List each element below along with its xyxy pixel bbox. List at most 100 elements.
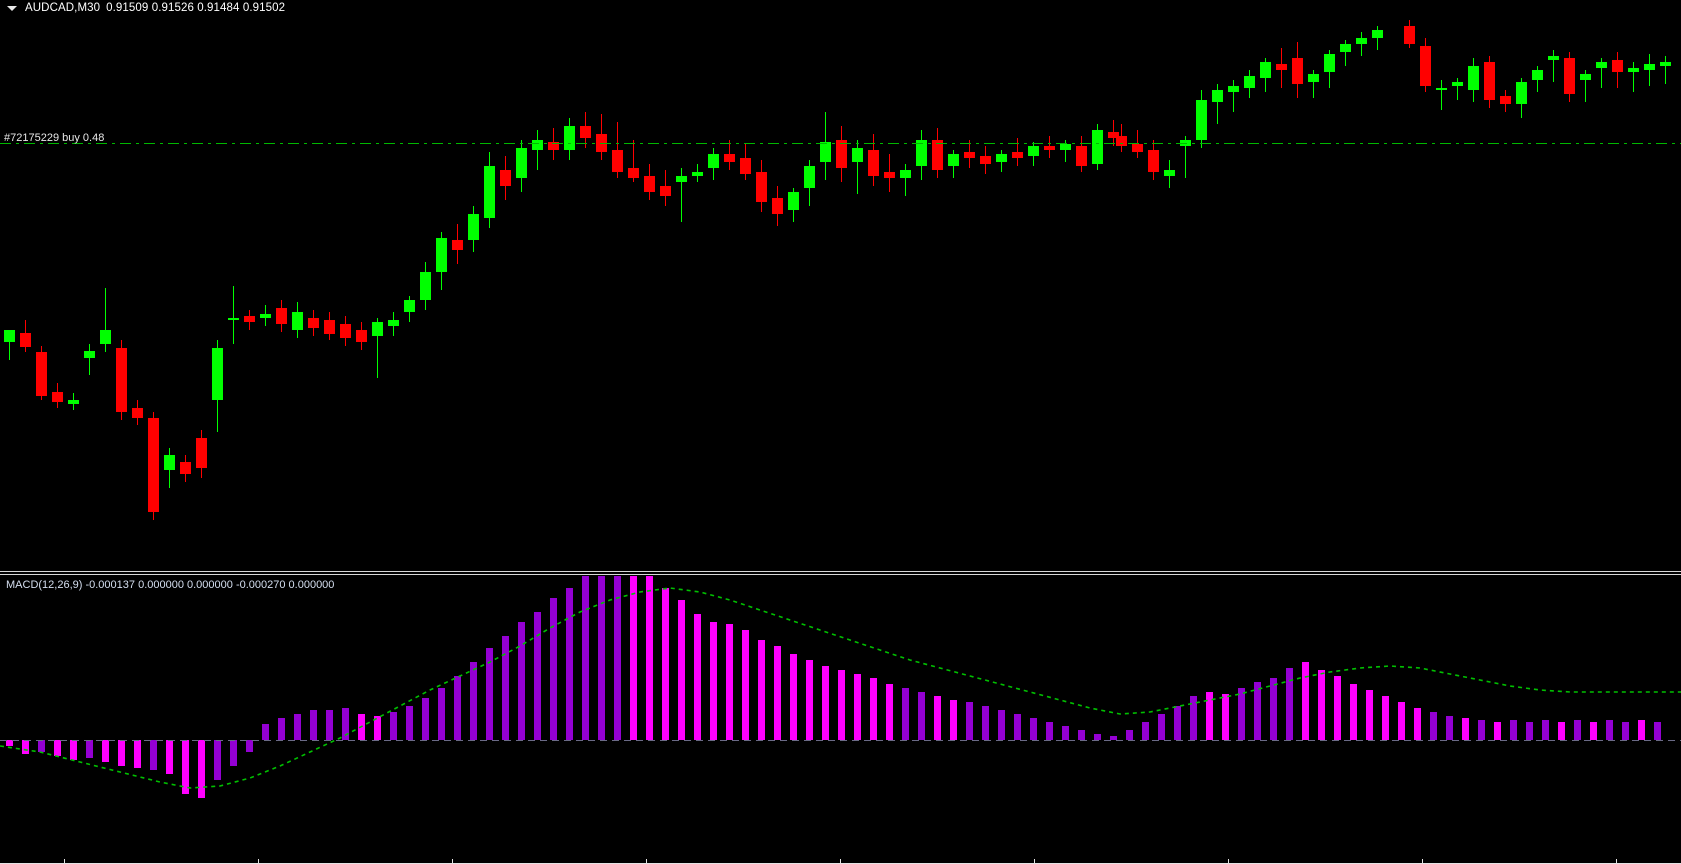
time-axis-tick (452, 859, 453, 863)
macd-histogram-bar (1094, 734, 1101, 740)
macd-histogram-bar (742, 630, 749, 740)
macd-histogram-bar (1638, 720, 1645, 740)
price-chart-pane[interactable]: #72175229 buy 0.48 AUDCAD,M30 0.91509 0.… (0, 0, 1681, 572)
macd-histogram-bar (1270, 678, 1277, 740)
candle-body (52, 392, 63, 402)
triangle-down-icon[interactable] (7, 5, 17, 11)
candle-body (1228, 86, 1239, 92)
macd-indicator-pane[interactable]: MACD(12,26,9) -0.000137 0.000000 0.00000… (0, 576, 1681, 864)
candle-wick (1601, 58, 1602, 88)
macd-histogram-bar (1238, 688, 1245, 740)
candle-wick (857, 140, 858, 194)
candle-body (1260, 62, 1271, 78)
candle-body (580, 126, 591, 138)
macd-histogram-bar (118, 740, 125, 766)
candle-body (1092, 130, 1103, 164)
candle-body (500, 170, 511, 186)
time-axis-tick (1616, 859, 1617, 863)
candle-body (1044, 146, 1055, 150)
candle-wick (633, 140, 634, 182)
macd-histogram-bar (998, 710, 1005, 740)
candle-body (868, 150, 879, 176)
macd-histogram-bar (534, 612, 541, 740)
candle-body (612, 150, 623, 172)
candle-body (692, 172, 703, 176)
candle-body (948, 154, 959, 166)
macd-histogram-bar (374, 716, 381, 740)
candle-body (548, 142, 559, 150)
candle-body (484, 166, 495, 218)
macd-histogram-bar (1382, 696, 1389, 740)
candle-wick (537, 130, 538, 170)
candle-body (1484, 62, 1495, 100)
time-axis-tick (840, 859, 841, 863)
time-axis-tick (646, 859, 647, 863)
candle-body (1516, 82, 1527, 104)
candle-body (1196, 100, 1207, 140)
candle-body (1372, 30, 1383, 38)
macd-histogram-bar (1318, 670, 1325, 740)
candle-body (1148, 150, 1159, 172)
macd-histogram-bar (678, 600, 685, 740)
candle-body (468, 214, 479, 240)
candle-body (740, 158, 751, 174)
time-axis-tick (258, 859, 259, 863)
macd-histogram-bar (262, 724, 269, 740)
macd-histogram-bar (470, 662, 477, 740)
candle-body (212, 348, 223, 400)
candle-body (1628, 68, 1639, 72)
macd-histogram-bar (22, 740, 29, 754)
candle-body (164, 455, 175, 470)
macd-histogram-bar (1398, 702, 1405, 740)
macd-histogram-bar (550, 598, 557, 740)
macd-pane-header: MACD(12,26,9) -0.000137 0.000000 0.00000… (2, 577, 338, 593)
candle-body (916, 140, 927, 166)
candle-wick (1217, 84, 1218, 124)
candle-body (420, 272, 431, 300)
candle-body (628, 168, 639, 178)
candle-body (36, 352, 47, 396)
macd-histogram-bar (902, 688, 909, 740)
candle-wick (1313, 70, 1314, 98)
pane-divider-top[interactable] (0, 571, 1681, 572)
price-pane-header: AUDCAD,M30 0.91509 0.91526 0.91484 0.915… (0, 0, 289, 16)
candle-wick (1457, 78, 1458, 100)
macd-histogram-bar (150, 740, 157, 770)
candle-body (1244, 76, 1255, 88)
macd-histogram-bar (1462, 718, 1469, 740)
order-line[interactable] (0, 143, 1681, 144)
candle-body (100, 330, 111, 344)
candle-body (1356, 38, 1367, 44)
macd-histogram-bar (646, 576, 653, 740)
macd-histogram-bar (86, 740, 93, 758)
macd-histogram-bar (1590, 722, 1597, 740)
candle-body (1596, 62, 1607, 68)
candle-body (900, 170, 911, 178)
candle-wick (905, 164, 906, 196)
candle-body (292, 312, 303, 330)
candle-wick (1649, 54, 1650, 86)
macd-histogram-bar (38, 740, 45, 752)
macd-histogram-bar (1654, 722, 1661, 740)
macd-histogram-bar (342, 708, 349, 740)
candle-body (708, 154, 719, 168)
macd-histogram-bar (70, 740, 77, 760)
macd-histogram-bar (1110, 736, 1117, 740)
macd-histogram-bar (1142, 722, 1149, 740)
macd-histogram-bar (1478, 720, 1485, 740)
candle-body (1452, 82, 1463, 86)
candle-body (836, 140, 847, 168)
candle-body (1468, 66, 1479, 90)
macd-histogram-bar (1014, 714, 1021, 740)
candle-body (180, 462, 191, 474)
macd-label: MACD(12,26,9) -0.000137 0.000000 0.00000… (6, 579, 335, 591)
macd-histogram-bar (1302, 662, 1309, 740)
candle-body (1028, 146, 1039, 156)
pane-divider-bottom[interactable] (0, 574, 1681, 575)
macd-histogram-bar (1206, 692, 1213, 740)
time-axis-tick (1034, 859, 1035, 863)
macd-histogram-bar (1190, 696, 1197, 740)
candle-body (228, 318, 239, 320)
candle-wick (1665, 56, 1666, 84)
macd-histogram-bar (662, 588, 669, 740)
